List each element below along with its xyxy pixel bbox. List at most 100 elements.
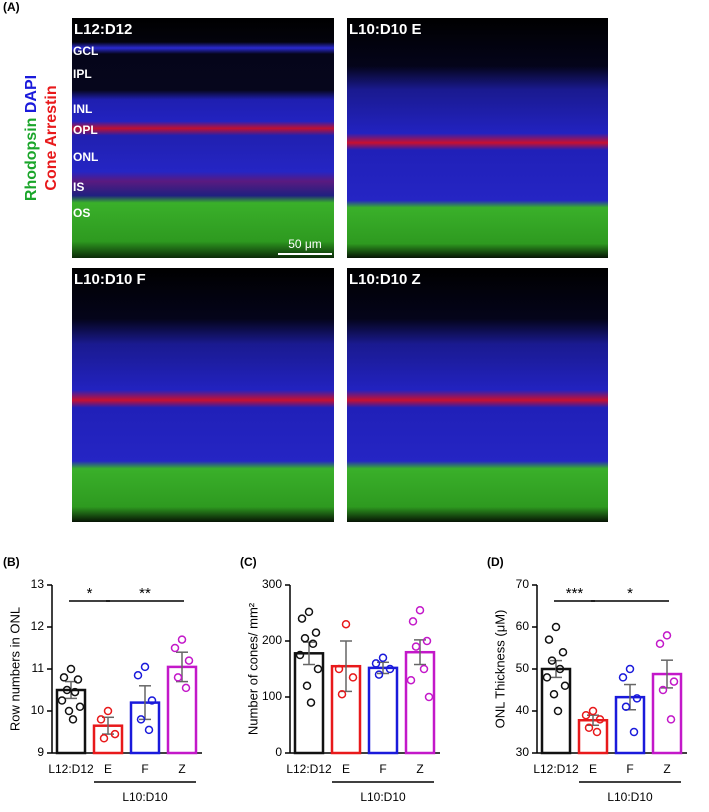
data-point [544,635,554,644]
data-point [306,698,316,707]
data-point [662,631,672,640]
panel-label: (D) [487,555,504,569]
stain-labels: Rhodopsin DAPI Cone Arrestin [23,75,60,201]
panel-label: (C) [240,555,257,569]
group-label: L10:D10 [607,790,653,804]
group-label: L10:D10 [360,790,406,804]
stain-green: Rhodopsin [23,118,40,202]
y-tick-label: 9 [37,745,44,759]
stain-blue: DAPI [23,75,40,113]
data-point [415,605,425,615]
y-tick-label: 70 [516,577,530,591]
data-point [110,729,120,739]
data-point [311,628,321,637]
x-tick-label: F [626,762,633,776]
data-point [422,636,432,646]
data-point [96,715,106,724]
layer-label: INL [73,102,92,116]
data-point [553,706,563,716]
y-tick-label: 10 [31,703,45,717]
data-point [144,725,154,735]
data-point [411,642,421,651]
significance-label: * [627,585,633,602]
data-point [140,662,150,672]
data-point [655,639,665,649]
x-tick-label: Z [663,762,670,776]
charts: (B) Row numbers in ONL 9 10 11 12 13 L12:D12 E F Z… [3,555,687,804]
data-point [57,696,67,705]
x-tick-label: F [141,762,148,776]
data-point [313,664,323,674]
data-point [592,727,602,737]
y-tick-label: 50 [516,661,530,675]
micrograph [72,18,334,258]
y-tick-label: 12 [31,619,45,633]
panel-label: (B) [3,555,20,569]
data-point [588,706,598,716]
data-point [62,685,72,695]
x-tick-label: E [104,762,112,776]
data-point [348,673,358,682]
data-point [378,653,388,663]
y-tick-label: 300 [262,577,282,591]
data-point [334,664,344,674]
data-point [406,675,416,685]
data-point [136,715,146,724]
x-tick-label: L12:D12 [533,762,579,776]
data-point [542,673,552,682]
data-point [618,673,628,682]
data-point [337,689,347,699]
data-point [170,643,180,653]
bar [404,650,436,755]
data-point [64,706,74,716]
data-point [374,670,384,679]
data-point [371,659,381,668]
significance-label: * [87,585,93,602]
bar [367,666,399,755]
data-point [408,617,418,626]
data-point [70,687,80,697]
micrograph [347,268,608,522]
data-point [549,689,559,699]
data-point [625,664,635,674]
y-tick-label: 60 [516,619,530,633]
data-point [181,683,191,693]
data-point [547,656,557,665]
x-tick-label: Z [178,762,185,776]
data-point [424,692,434,702]
image-title: L10:D10 F [74,271,146,288]
bar [540,667,572,755]
scale-bar-label: 50 μm [288,237,322,251]
x-tick-label: Z [416,762,423,776]
data-point [581,710,591,720]
x-tick-label: F [379,762,386,776]
data-point [621,702,631,712]
data-point [555,664,565,674]
y-axis-label: Row numbers in ONL [7,607,22,731]
y-tick-label: 30 [516,745,530,759]
data-point [75,702,85,712]
y-tick-label: 200 [262,633,282,647]
micrograph [347,18,608,258]
micrograph [72,268,334,522]
layer-label: OS [73,206,90,220]
significance-label: ** [139,585,151,602]
data-point [59,673,69,682]
data-point [666,715,676,724]
image-title: L10:D10 E [349,21,422,38]
group-label: L10:D10 [122,790,168,804]
data-point [584,723,594,733]
data-point [68,715,78,724]
data-point [632,694,642,703]
data-point [595,715,605,724]
data-point [173,673,183,682]
data-point [66,664,76,674]
stain-red: Cone Arrestin [43,85,60,190]
image-title: L10:D10 Z [349,271,421,288]
data-point [302,681,312,691]
bar [55,688,87,755]
data-point [297,614,307,623]
x-tick-label: E [589,762,597,776]
y-tick-label: 11 [32,661,45,675]
